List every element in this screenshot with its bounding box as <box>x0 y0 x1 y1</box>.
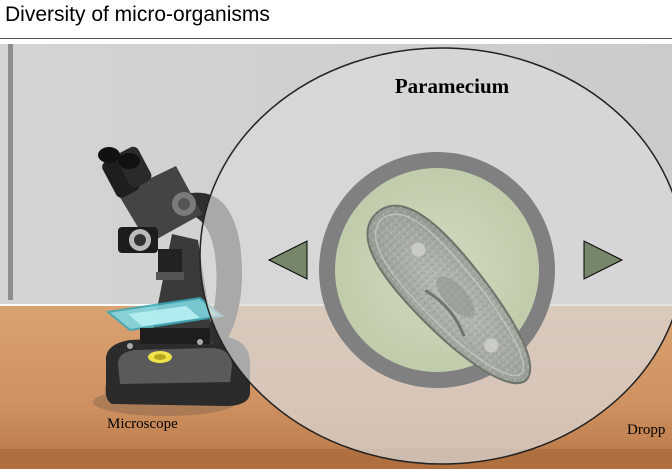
title-bar: Diversity of micro-organisms <box>0 0 672 39</box>
page-title: Diversity of micro-organisms <box>5 3 270 26</box>
triangle-right-icon <box>583 240 624 280</box>
table-front-edge <box>0 449 672 469</box>
triangle-left-icon <box>267 240 308 280</box>
dropper-label[interactable]: Dropp <box>627 422 666 438</box>
paramecium-specimen <box>366 204 532 385</box>
next-specimen-button[interactable] <box>582 240 624 280</box>
scene: Paramecium Microscope Dropp <box>0 44 672 469</box>
wall-edge-strip <box>8 44 13 300</box>
previous-specimen-button[interactable] <box>267 240 309 280</box>
microscope-label[interactable]: Microscope <box>107 416 178 432</box>
scene-illustration <box>0 44 672 469</box>
specimen-title: Paramecium <box>394 74 510 98</box>
